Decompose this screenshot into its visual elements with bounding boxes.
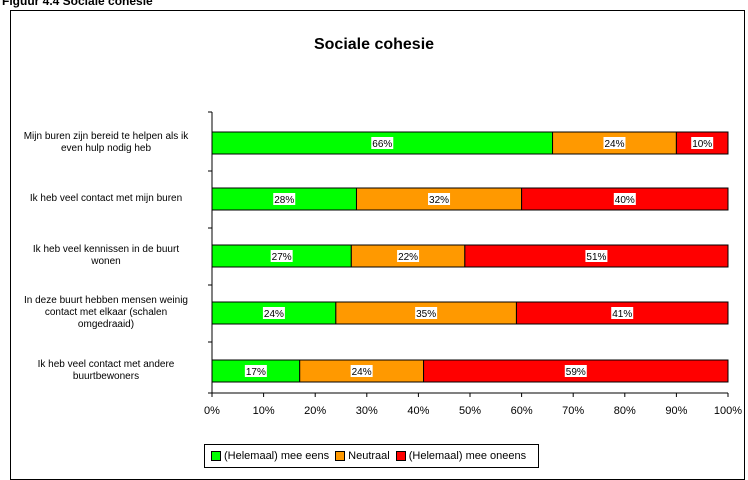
data-label: 24% — [264, 309, 284, 320]
data-label-bg — [603, 137, 626, 149]
legend-label: (Helemaal) mee oneens — [408, 450, 527, 462]
x-tick-label: 50% — [458, 405, 482, 417]
data-label: 28% — [274, 195, 294, 206]
chart-plot: 66% 24% 10% 28% 32% 40% 27% 22% 51% 24% 35% 41% 17% 2… — [208, 111, 729, 397]
legend-swatch — [335, 451, 346, 461]
x-tick-label: 10% — [252, 405, 275, 417]
data-label: 10% — [692, 139, 712, 150]
category-label-line: Mijn buren zijn bereid te helpen als ik — [23, 131, 189, 142]
data-label: 24% — [604, 139, 624, 150]
data-label-bg — [350, 365, 373, 377]
category-label: Ik heb veel contact met mijn buren — [6, 193, 206, 205]
x-tick-label: 80% — [613, 405, 636, 417]
data-label-bg — [564, 365, 587, 377]
category-label-line: Ik heb veel kennissen in de buurt — [32, 244, 180, 255]
data-label-bg — [428, 193, 451, 205]
data-label: 27% — [272, 252, 292, 263]
data-label: 59% — [566, 367, 586, 378]
data-label-bg — [585, 250, 608, 262]
chart-legend: (Helemaal) mee eens Neutraal (Helemaal) me… — [204, 444, 540, 468]
data-label: 24% — [352, 367, 372, 378]
data-label-bg — [371, 137, 394, 149]
data-label-bg — [244, 365, 267, 377]
x-tick-label: 40% — [407, 405, 430, 417]
category-label: Ik heb veel contact met andere buurtbewon… — [6, 359, 206, 383]
data-label-bg — [270, 250, 293, 262]
category-label: In deze buurt hebben mensen weinig contac… — [6, 295, 206, 331]
category-label: Ik heb veel kennissen in de buurt wonen — [6, 244, 206, 268]
data-label: 40% — [615, 195, 635, 206]
data-label: 17% — [246, 367, 266, 378]
figure-caption: Figuur 4.4 Sociale cohesie — [2, 0, 153, 8]
data-label: 41% — [612, 309, 632, 320]
category-label-line: In deze buurt hebben mensen weinig — [23, 295, 188, 306]
legend-item: (Helemaal) mee oneens — [395, 450, 527, 462]
category-label-line: Ik heb veel contact met mijn buren — [29, 193, 183, 204]
category-label-line: omgedraaid) — [77, 319, 135, 330]
legend-swatch — [395, 451, 406, 461]
category-label-line: contact met elkaar (schalen — [44, 307, 168, 318]
data-label: 32% — [429, 195, 449, 206]
legend-swatch — [211, 451, 221, 461]
x-tick-label: 30% — [355, 405, 378, 417]
category-label-line: wonen — [91, 256, 121, 267]
category-label-line: even hulp nodig heb — [60, 143, 152, 154]
data-label-bg — [262, 307, 285, 319]
x-tick-label: 100% — [713, 405, 743, 417]
data-label-bg — [397, 250, 420, 262]
data-label-bg — [273, 193, 296, 205]
category-label-line: buurtbewoners — [72, 371, 140, 382]
x-tick-label: 20% — [304, 405, 327, 417]
x-tick-label: 0% — [204, 405, 220, 417]
data-label-bg — [691, 137, 714, 149]
data-label: 51% — [586, 252, 606, 263]
category-label-line: Ik heb veel contact met andere — [37, 359, 175, 370]
legend-item: Neutraal — [335, 450, 390, 462]
x-tick-label: 70% — [562, 405, 585, 417]
x-tick-label: 90% — [665, 405, 688, 417]
legend-item: (Helemaal) mee eens — [211, 450, 329, 462]
data-label: 22% — [398, 252, 418, 263]
legend-label: Neutraal — [348, 450, 390, 462]
data-label: 35% — [416, 309, 436, 320]
legend-label: (Helemaal) mee eens — [224, 450, 330, 462]
x-tick-label: 60% — [510, 405, 533, 417]
data-label-bg — [415, 307, 438, 319]
data-label-bg — [611, 307, 634, 319]
data-label: 66% — [372, 139, 392, 150]
chart-title: Sociale cohesie — [313, 36, 435, 53]
category-label: Mijn buren zijn bereid te helpen als ik e… — [6, 131, 206, 155]
data-label-bg — [613, 193, 636, 205]
